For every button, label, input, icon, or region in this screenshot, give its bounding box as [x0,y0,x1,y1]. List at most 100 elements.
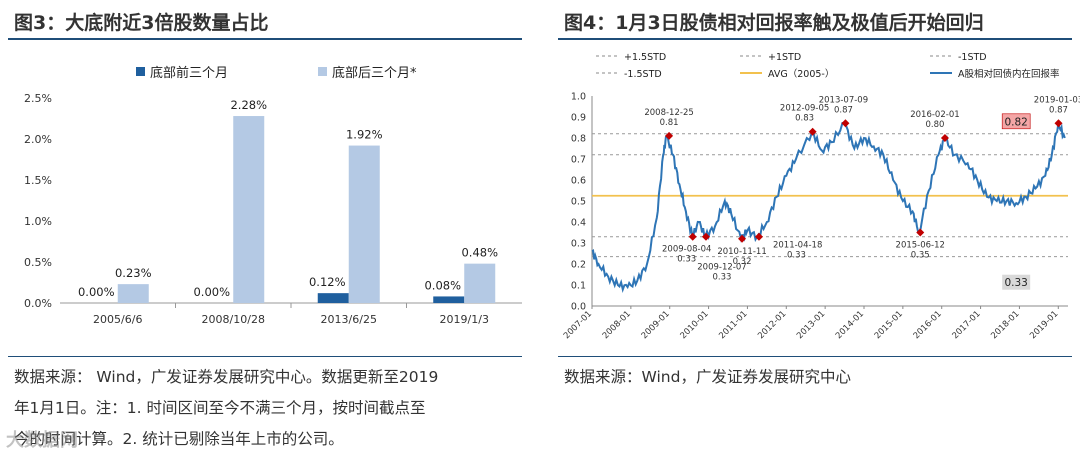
extreme-marker [916,228,925,237]
bar-before [317,293,349,303]
data-label: 0.00% [193,285,230,299]
x-tick-label: 2012-01 [756,309,788,341]
annotation-date: 2011-04-18 [773,241,822,251]
extreme-marker [701,232,710,241]
data-label: 0.12% [309,275,346,289]
annotation-date: 2012-09-05 [780,104,829,114]
extreme-marker [738,234,747,243]
annotation-value: 0.87 [1049,105,1068,115]
legend-label: -1STD [958,52,987,63]
y-tick-label: 0.8 [571,134,586,145]
right-figure: 图4：1月3日股债相对回报率触及极值后开始回归 +1.5STD +1STD -1ST… [550,0,1080,460]
line-chart: +1.5STD +1STD -1STD -1.5STD AVG（2005-） A股相对回债… [562,52,1080,341]
y-tick-label: 0.6 [571,176,586,187]
y-tick-label: 2.5% [24,92,52,105]
legend-swatch [136,67,145,76]
annotation-date: 2019-01-03 [1034,95,1080,105]
legend-label: 底部前三个月 [150,65,228,81]
left-source-line-3: 今的时间计算。2. 统计已剔除当年上市的公司。 [14,430,344,448]
x-tick-label: 2014-01 [834,309,866,341]
right-title-rule [558,38,1072,40]
annotation-date: 2010-11-11 [717,247,766,257]
x-tick-label: 2011-01 [717,309,749,341]
annotation-date: 2009-08-04 [662,245,711,255]
left-source-line-1: 数据来源： Wind，广发证券发展研究中心。数据更新至2019 [14,368,439,386]
x-tick-label: 2013-01 [795,309,827,341]
x-tick-label: 2018-01 [989,309,1021,341]
bar-before [433,296,465,303]
legend-label: AVG（2005-） [768,68,834,80]
data-label: 0.00% [78,285,115,299]
bar-after [233,116,265,303]
legend-swatch [318,67,327,76]
data-label: 0.08% [424,278,461,292]
y-tick-label: 0.5 [571,197,586,208]
x-tick-label: 2009-01 [640,309,672,341]
annotation-value: 0.35 [911,251,930,261]
annotation-date: 2015-06-12 [896,241,945,251]
x-tick-label: 2019-01 [1028,309,1060,341]
x-tick-label: 2008/10/28 [202,313,265,326]
extreme-marker [808,127,817,136]
annotation-value: 0.80 [925,120,944,130]
extreme-marker [665,131,674,140]
y-tick-label: 0.5% [24,256,52,269]
x-tick-label: 2010-01 [679,309,711,341]
x-tick-label: 2019/1/3 [440,313,489,326]
legend-label: +1.5STD [624,52,666,63]
data-label: 1.92% [346,128,383,142]
right-title: 图4：1月3日股债相对回报率触及极值后开始回归 [564,12,984,34]
extreme-marker [841,119,850,128]
data-label: 0.23% [115,266,152,280]
annotation-value: 0.87 [834,105,853,115]
x-tick-label: 2017-01 [951,309,983,341]
lower-bound-box [1002,274,1031,290]
annotation-value: 0.83 [795,114,814,124]
right-source-line-1: 数据来源：Wind，广发证券发展研究中心 [564,368,851,386]
annotation-value: 0.33 [787,251,806,261]
x-tick-label: 2005/6/6 [93,313,142,326]
annotation-date: 2013-07-09 [819,95,868,105]
y-tick-label: 0.1 [571,281,586,292]
data-label: 0.48% [461,246,498,260]
right-source-rule [558,356,1072,357]
legend-label: 底部后三个月* [332,65,417,81]
left-source-rule [8,356,522,357]
extreme-marker [1054,119,1063,128]
y-tick-label: 0.7 [571,155,586,166]
y-tick-label: 1.0% [24,215,52,228]
y-tick-label: 0.3 [571,239,586,250]
bar-chart: 0.0%0.5%1.0%1.5%2.0%2.5%2005/6/60.00%0.2… [24,65,522,326]
bar-after [117,284,149,303]
y-tick-label: 1.0 [571,92,586,103]
watermark-logo: 大数据网 [6,430,78,451]
y-tick-label: 2.0% [24,133,52,146]
y-tick-label: 0.4 [571,218,586,229]
x-tick-label: 2008-01 [601,309,633,341]
x-tick-label: 2013/6/25 [321,313,377,326]
y-tick-label: 0.0% [24,297,52,310]
annotation-value: 0.32 [733,257,752,267]
annotation-value: 0.33 [677,255,696,265]
y-tick-label: 1.5% [24,174,52,187]
upper-bound-value: 0.82 [1004,116,1027,128]
y-tick-label: 0.0 [571,302,586,313]
left-source-line-2: 年1月1日。注：1. 时间区间至今不满三个月，按时间截点至 [14,399,426,417]
y-tick-label: 0.2 [571,260,586,271]
x-tick-label: 2016-01 [912,309,944,341]
annotation-value: 0.81 [660,118,679,128]
extreme-marker [940,134,949,142]
extreme-marker [754,232,763,241]
bar-after [348,145,380,303]
series-line [591,122,1066,293]
extreme-marker [688,232,697,241]
legend-label: +1STD [768,52,801,63]
left-title-rule [8,38,522,40]
lower-bound-value: 0.33 [1004,277,1027,289]
x-tick-label: 2007-01 [562,309,594,341]
upper-bound-box [1001,113,1031,130]
y-tick-label: 0.9 [571,113,586,124]
legend-label: A股相对回债内在回报率 [958,68,1060,80]
annotation-date: 2016-02-01 [910,110,959,120]
annotation-value: 0.33 [713,273,732,283]
